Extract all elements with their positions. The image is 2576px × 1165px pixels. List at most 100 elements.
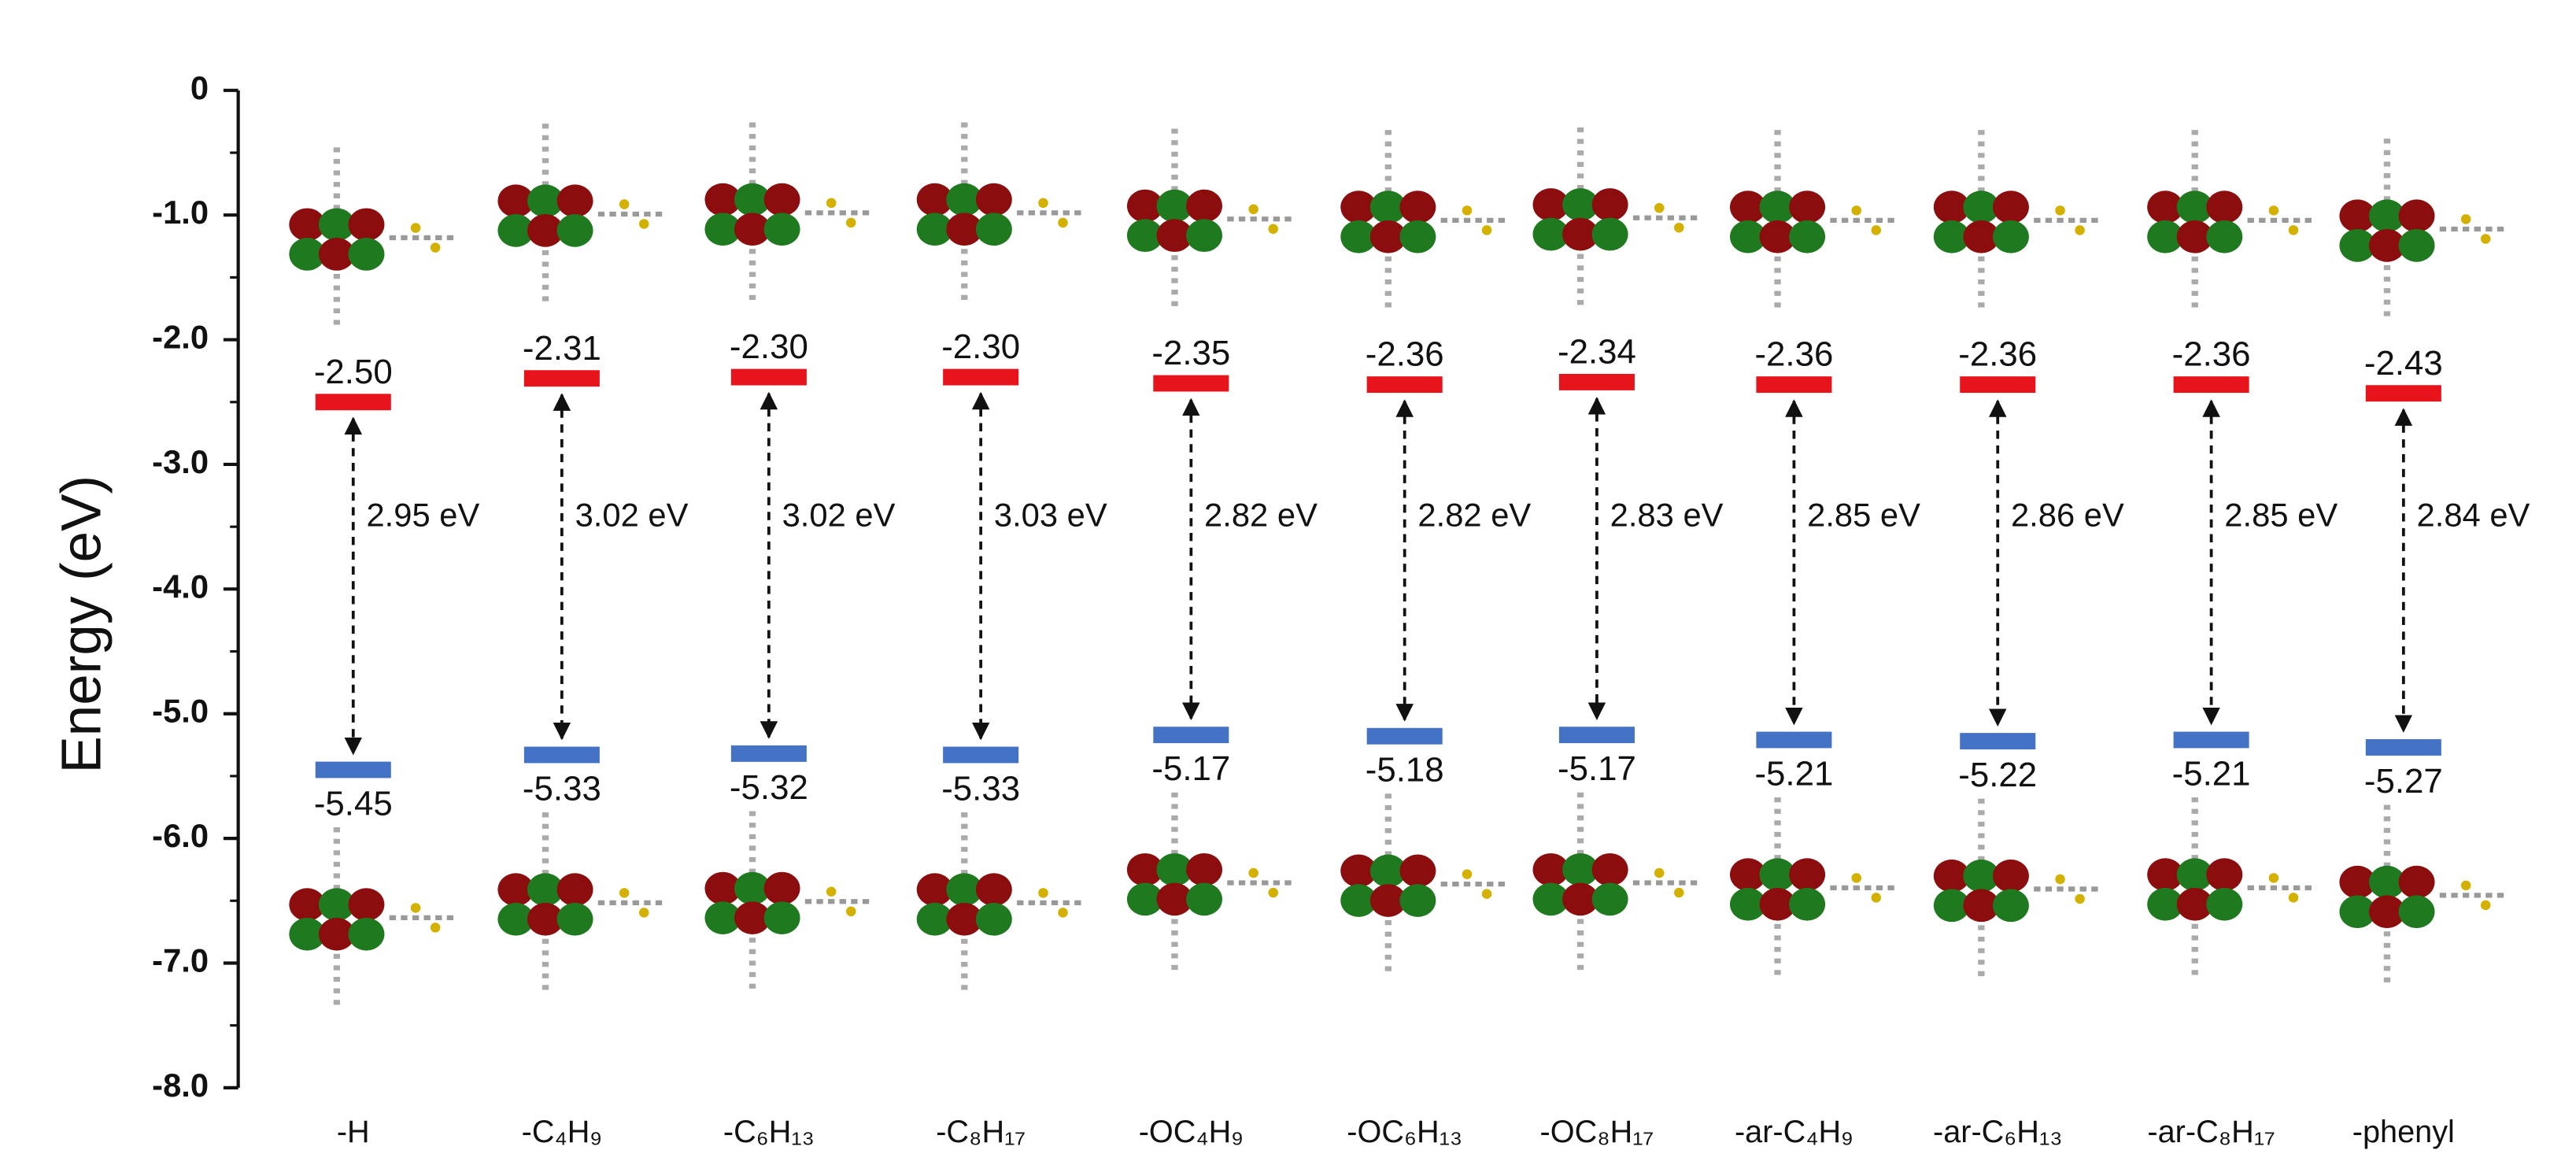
x-tick-label: -OC₆H₁₃	[1347, 1115, 1462, 1149]
orbital	[2147, 190, 2184, 224]
orbital	[1126, 189, 1163, 223]
orbital	[1058, 217, 1068, 228]
orbital	[430, 242, 441, 253]
orbital	[1759, 858, 1796, 892]
y-tick-label: -6.0	[152, 817, 209, 854]
orbital	[1992, 220, 2029, 253]
orbital	[1789, 190, 1826, 224]
orbital	[1871, 225, 1882, 235]
orbital	[704, 183, 741, 216]
x-tick-label: -phenyl	[2352, 1115, 2455, 1149]
orbital	[318, 238, 355, 271]
orbital	[704, 213, 741, 246]
orbital	[1789, 858, 1826, 892]
gap-label: 2.83 eV	[1610, 497, 1724, 534]
lumo-bar	[1960, 376, 2036, 394]
orbital	[2176, 887, 2213, 921]
lumo-label: -2.43	[2364, 344, 2443, 383]
orbital	[1156, 852, 1193, 886]
orbital	[916, 902, 953, 936]
orbital	[2339, 228, 2376, 262]
orbital	[497, 184, 534, 218]
orbital	[946, 873, 983, 907]
orbital	[1562, 217, 1599, 251]
orbital	[975, 902, 1012, 936]
orbital	[638, 908, 649, 918]
homo-label: -5.21	[2172, 754, 2251, 793]
orbital	[1126, 882, 1163, 916]
orbital	[556, 873, 593, 907]
orbital	[2368, 228, 2405, 262]
orbital	[2176, 190, 2213, 224]
homo-label: -5.21	[1754, 754, 1833, 793]
orbital	[2206, 220, 2243, 253]
orbital	[1340, 884, 1377, 917]
orbital	[348, 917, 385, 951]
orbital	[1399, 884, 1436, 917]
lumo-label: -2.36	[1754, 335, 1833, 374]
orbital	[1369, 884, 1406, 917]
orbital	[497, 902, 534, 936]
gap-label: 2.85 eV	[1807, 497, 1920, 534]
orbital	[1268, 887, 1278, 898]
orbital	[1963, 190, 2000, 224]
orbital	[704, 901, 741, 935]
orbital	[2147, 220, 2184, 253]
y-tick-label: -8.0	[152, 1067, 209, 1104]
orbital	[1562, 882, 1599, 916]
orbital	[1871, 893, 1882, 903]
orbital	[1532, 188, 1569, 221]
orbital	[2339, 865, 2376, 899]
y-tick-label: -1.0	[152, 194, 209, 231]
orbital	[410, 223, 421, 233]
y-axis-label: Energy (eV)	[50, 475, 113, 774]
orbital	[556, 213, 593, 247]
x-tick-label: -C₆H₁₃	[723, 1115, 815, 1149]
orbital	[2368, 199, 2405, 233]
orbital	[1851, 873, 1861, 883]
orbital	[1186, 852, 1223, 886]
gap-label: 3.03 eV	[994, 497, 1107, 534]
orbital	[348, 208, 385, 242]
gap-label: 2.86 eV	[2011, 497, 2124, 534]
orbital	[1248, 867, 1258, 878]
lumo-bar	[943, 368, 1019, 386]
orbital	[975, 183, 1012, 216]
orbital	[2460, 880, 2471, 891]
orbital	[1369, 854, 1406, 888]
x-tick-label: -ar-C₈H₁₇	[2147, 1115, 2275, 1149]
orbital	[763, 213, 800, 246]
homo-bar	[315, 761, 391, 779]
orbital	[1992, 889, 2029, 923]
orbital	[2147, 887, 2184, 921]
lumo-bar	[2173, 376, 2249, 394]
orbital	[2055, 874, 2065, 885]
orbital	[430, 923, 441, 933]
orbital	[527, 873, 564, 907]
orbital	[2075, 893, 2085, 904]
orbital	[1992, 190, 2029, 224]
gap-label: 2.82 eV	[1417, 497, 1531, 534]
lumo-label: -2.36	[1366, 335, 1444, 374]
homo-label: -5.33	[523, 769, 601, 808]
orbital	[1759, 220, 1796, 253]
gap-label: 3.02 eV	[782, 497, 896, 534]
homo-bar	[1960, 733, 2036, 750]
homo-bar	[2173, 731, 2249, 749]
orbital	[289, 917, 326, 951]
orbital	[1789, 220, 1826, 253]
orbital	[1186, 219, 1223, 253]
orbital	[1562, 852, 1599, 886]
gap-label: 2.84 eV	[2417, 497, 2530, 534]
orbital	[1340, 220, 1377, 253]
lumo-label: -2.35	[1151, 334, 1230, 372]
orbital	[556, 184, 593, 218]
orbital	[1654, 867, 1665, 878]
orbital	[1268, 224, 1278, 235]
orbital	[975, 873, 1012, 907]
orbital	[826, 886, 837, 897]
orbital	[2268, 205, 2279, 216]
homo-label: -5.17	[1558, 749, 1636, 788]
lumo-bar	[523, 370, 600, 387]
lumo-label: -2.36	[2172, 335, 2251, 374]
